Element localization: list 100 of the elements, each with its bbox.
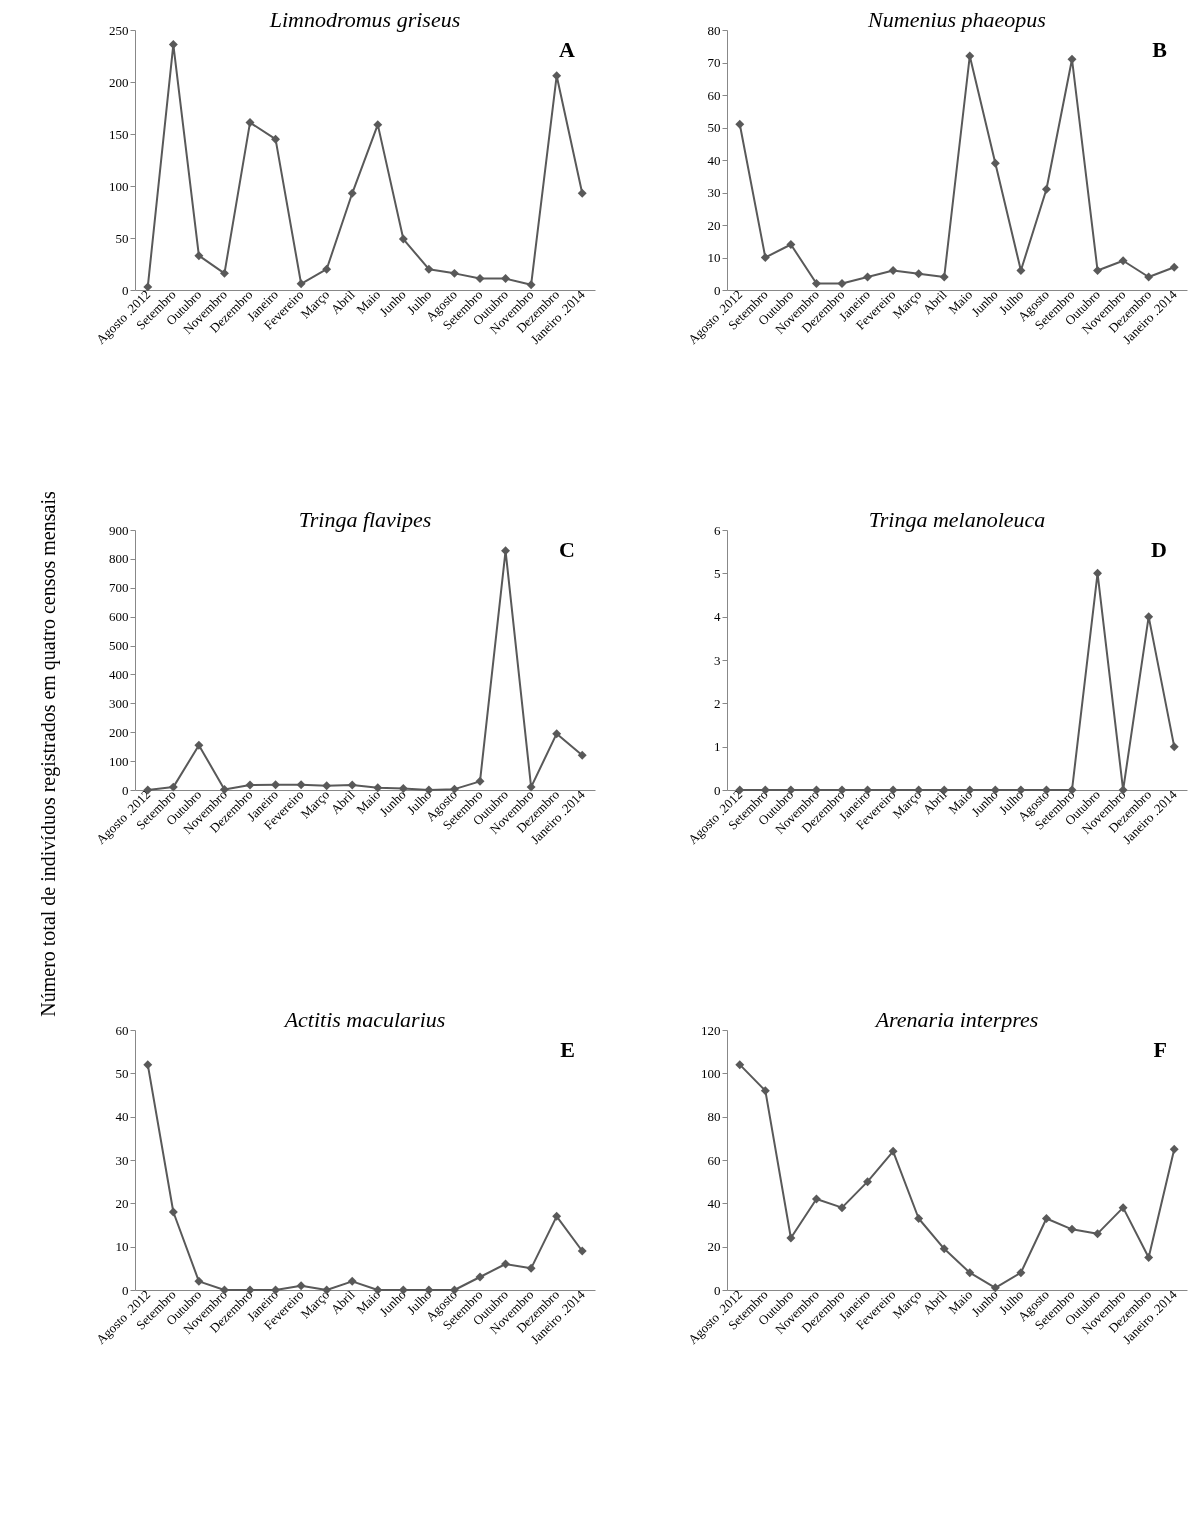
point — [1169, 262, 1179, 272]
y-tick-label: 70 — [707, 55, 721, 70]
point — [552, 729, 562, 739]
point — [552, 1211, 562, 1221]
y-tick-label: 30 — [115, 1152, 129, 1168]
y-tick-label: 40 — [707, 152, 721, 168]
point — [552, 71, 562, 81]
y-tick-label: 4 — [714, 609, 721, 625]
point — [1169, 742, 1179, 752]
point — [526, 1263, 536, 1273]
annotation: D — [1151, 537, 1167, 562]
point — [914, 269, 924, 279]
point — [914, 1214, 924, 1223]
point — [577, 750, 587, 760]
y-tick-label: 200 — [109, 724, 129, 740]
point — [194, 251, 204, 261]
point — [1016, 1268, 1026, 1278]
point — [373, 783, 383, 793]
y-tick-label: 100 — [701, 1065, 721, 1081]
point — [475, 776, 485, 786]
y-tick-label: 100 — [109, 178, 129, 194]
point — [577, 1246, 587, 1256]
y-tick-label: 400 — [109, 666, 129, 682]
annotation: F — [1153, 1037, 1167, 1062]
point — [760, 253, 770, 262]
point — [526, 280, 536, 290]
point — [1093, 266, 1103, 275]
y-tick-label: 0 — [714, 282, 721, 298]
point — [1041, 184, 1051, 194]
y-tick-label: 40 — [707, 1195, 721, 1211]
point — [1118, 256, 1128, 266]
point — [501, 1259, 511, 1269]
point — [735, 1060, 745, 1070]
point — [1093, 1229, 1103, 1239]
point — [219, 268, 229, 278]
point — [939, 1244, 949, 1254]
y-tick-label: 150 — [109, 126, 129, 142]
annotation: A — [559, 37, 576, 62]
point — [990, 158, 1000, 168]
point — [296, 279, 306, 289]
point — [811, 1194, 821, 1204]
y-tick-label: 20 — [707, 1239, 721, 1255]
point — [373, 120, 383, 130]
y-tick-label: 80 — [707, 22, 721, 38]
point — [939, 272, 949, 282]
y-tick-label: 40 — [115, 1109, 129, 1125]
chart-title: Limnodromus griseus — [268, 7, 461, 32]
point — [837, 1203, 847, 1213]
point — [863, 272, 873, 282]
point — [322, 781, 332, 791]
point — [143, 282, 153, 292]
y-tick-label: 50 — [115, 1065, 129, 1081]
point — [424, 264, 434, 274]
point — [735, 119, 745, 129]
point — [143, 1060, 153, 1070]
chart-title: Tringa melanoleuca — [868, 507, 1046, 532]
y-tick-label: 6 — [714, 522, 721, 538]
point — [245, 780, 255, 790]
y-tick-label: 60 — [707, 1152, 721, 1168]
y-axis-title: Número total de indivíduos registrados em quatro censos mensais — [36, 491, 60, 1017]
point — [245, 118, 255, 128]
point — [990, 1283, 1000, 1293]
point — [501, 546, 511, 556]
y-tick-label: 20 — [707, 217, 721, 233]
point — [296, 1281, 306, 1291]
y-tick-label: 100 — [109, 753, 129, 769]
point — [1041, 1214, 1051, 1223]
point — [1144, 272, 1154, 282]
point — [475, 1272, 485, 1282]
point — [1144, 1253, 1154, 1262]
y-tick-label: 800 — [109, 551, 129, 567]
annotation: B — [1152, 37, 1168, 62]
y-tick-label: 60 — [115, 1022, 129, 1038]
y-tick-label: 0 — [714, 1282, 721, 1298]
point — [271, 780, 281, 790]
y-tick-label: 0 — [122, 1282, 129, 1298]
point — [1067, 1224, 1077, 1234]
point — [863, 1177, 873, 1187]
point — [475, 274, 485, 284]
point — [786, 1233, 796, 1243]
point — [888, 1146, 898, 1156]
point — [194, 740, 204, 750]
point — [322, 264, 332, 274]
point — [1169, 1144, 1179, 1154]
y-tick-label: 0 — [714, 782, 721, 798]
point — [1016, 266, 1026, 275]
point — [888, 266, 898, 275]
point — [1067, 54, 1077, 64]
point — [194, 1276, 204, 1286]
point — [501, 274, 511, 284]
chart-title: Arenaria interpres — [873, 1007, 1039, 1032]
y-tick-label: 30 — [707, 185, 721, 200]
y-tick-label: 50 — [115, 230, 129, 246]
point — [296, 780, 306, 790]
point — [347, 780, 357, 790]
y-tick-label: 600 — [109, 609, 129, 625]
y-tick-label: 1 — [714, 739, 721, 755]
point — [760, 1086, 770, 1096]
point — [168, 1207, 178, 1217]
y-tick-label: 700 — [109, 580, 129, 596]
